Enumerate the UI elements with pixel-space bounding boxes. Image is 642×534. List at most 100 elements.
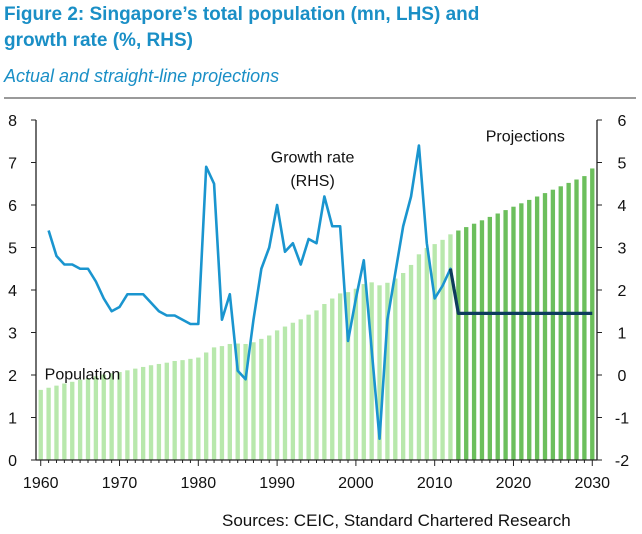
population-bars [38, 168, 595, 461]
left-tick-label: 7 [8, 156, 17, 173]
chart-annotations: Population Growth rate (RHS) Projections [45, 128, 565, 383]
title-line-2: growth rate (%, RHS) [4, 30, 193, 51]
x-tick-label: 2010 [417, 475, 453, 492]
population-bar [574, 179, 579, 460]
population-bar [385, 282, 390, 460]
population-bar [542, 193, 548, 460]
population-bar [85, 377, 91, 460]
population-bar [172, 360, 177, 460]
x-tick-label: 1990 [259, 475, 295, 492]
population-bar [298, 319, 303, 460]
population-bar [353, 288, 359, 460]
right-tick-label: 6 [618, 113, 627, 130]
population-bar [164, 362, 169, 460]
population-bar [361, 284, 366, 460]
x-tick-label: 2000 [338, 475, 374, 492]
right-tick-label: 1 [618, 326, 627, 343]
growth-rate-projection-line [448, 268, 593, 315]
title-line-1: Figure 2: Singapore’s total population (… [4, 4, 480, 25]
population-bar [243, 343, 248, 460]
population-bar [519, 203, 524, 461]
x-tick-label: 2020 [496, 475, 532, 492]
population-bar [314, 310, 319, 460]
population-bar [62, 383, 67, 460]
population-bar [251, 342, 256, 460]
population-bar [117, 372, 122, 460]
population-bar [46, 387, 51, 460]
population-bar [534, 196, 540, 460]
population-bar [495, 213, 500, 460]
population-bar [550, 189, 556, 460]
population-bar [282, 326, 288, 460]
population-bar [274, 330, 280, 461]
population-bar [345, 292, 351, 461]
population-bar [109, 373, 114, 460]
population-bar [322, 304, 327, 460]
population-bar [204, 352, 209, 460]
population-bar [70, 381, 75, 460]
population-bar [54, 385, 59, 461]
right-tick-label: -2 [615, 453, 629, 470]
population-bar [432, 244, 437, 460]
population-bar [38, 389, 43, 461]
population-bar [448, 234, 453, 460]
chart-axes: 0 1 2 3 4 5 6 7 8 -2 -1 0 1 2 3 4 5 6 1960 1970 1980 1990 2000… [8, 113, 629, 492]
population-bar [590, 168, 595, 460]
source-note: Sources: CEIC, Standard Chartered Resear… [222, 511, 571, 530]
population-bar [337, 293, 343, 460]
population-bar [471, 223, 477, 460]
population-bar [267, 335, 272, 460]
x-tick-label: 2030 [574, 475, 610, 492]
population-bar [456, 230, 461, 460]
left-tick-label: 3 [8, 326, 17, 343]
population-bar [125, 370, 130, 460]
population-bar [464, 227, 469, 460]
population-bar [77, 379, 83, 460]
chart-subtitle: Actual and straight-line projections [4, 66, 280, 86]
right-tick-label: 2 [618, 283, 627, 300]
population-bar [424, 247, 429, 460]
population-bar [196, 357, 201, 460]
population-bar [180, 360, 185, 461]
population-bar [148, 365, 154, 460]
population-bar [188, 358, 193, 460]
growth-rate-line [47, 144, 460, 441]
population-bar [290, 322, 296, 460]
population-bar [211, 347, 217, 461]
population-bar [330, 298, 335, 460]
left-tick-label: 4 [8, 283, 17, 300]
left-tick-label: 1 [8, 411, 17, 428]
annotation-label: (RHS) [290, 173, 334, 190]
population-bar [393, 278, 398, 460]
population-bar [377, 285, 382, 460]
population-bar [487, 216, 493, 460]
growth-rate-lines [47, 144, 593, 441]
annotation-label: Population [45, 366, 121, 383]
population-bar [479, 220, 485, 460]
population-bar [558, 186, 563, 461]
x-tick-label: 1970 [102, 475, 138, 492]
population-bar [408, 264, 414, 460]
population-bar [259, 338, 264, 461]
population-bar [416, 254, 422, 460]
population-bar [566, 182, 571, 460]
left-tick-label: 0 [8, 453, 17, 470]
right-tick-label: 3 [618, 241, 627, 258]
population-bar [101, 374, 106, 460]
title-divider [4, 97, 636, 99]
population-bar [235, 343, 240, 460]
right-tick-label: 4 [618, 198, 627, 215]
left-tick-label: 8 [8, 113, 17, 130]
right-tick-label: 5 [618, 156, 627, 173]
left-tick-label: 5 [8, 241, 17, 258]
x-tick-label: 1960 [23, 475, 59, 492]
right-tick-label: 0 [618, 368, 627, 385]
population-bar [227, 343, 232, 460]
annotation-label: Growth rate [271, 150, 355, 167]
population-bar [511, 206, 516, 460]
population-bar [401, 273, 406, 460]
left-tick-label: 2 [8, 368, 17, 385]
population-bar [369, 282, 374, 460]
population-bar [219, 346, 225, 460]
x-tick-label: 1980 [181, 475, 217, 492]
